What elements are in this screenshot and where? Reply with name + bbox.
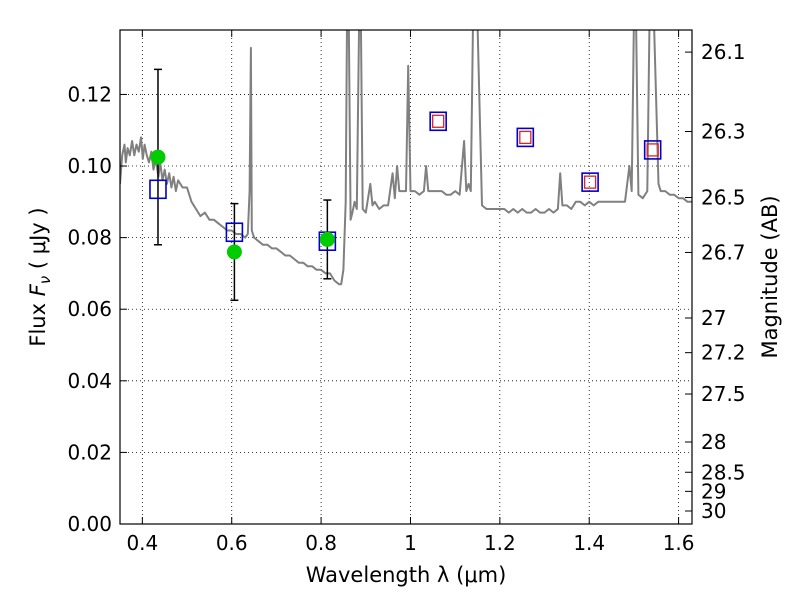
y2-tick-label: 27.2: [701, 341, 746, 365]
x-tick-label: 1.6: [663, 531, 695, 555]
y2-tick-label: 26.1: [701, 40, 746, 64]
y-tick-label: 0.12: [67, 82, 112, 106]
y2-tick-label: 26.3: [701, 119, 746, 143]
x-tick-label: 0.4: [126, 531, 158, 555]
model-photometry-square: [149, 179, 167, 200]
x-tick-label: 0.8: [305, 531, 337, 555]
y-axis-label-symbol: F: [26, 283, 50, 296]
model-photometry-square: [643, 140, 662, 160]
plot-area: [120, 30, 692, 302]
y-axis-label-unit: ( μJy ): [26, 207, 50, 275]
y2-tick-label: 26.7: [701, 240, 746, 264]
plot-background: [120, 30, 692, 524]
y-tick-label: 0.08: [67, 226, 112, 250]
model-photometry-square: [516, 127, 535, 148]
y-axis-label-subscript: ν: [36, 276, 54, 284]
y-tick-label: 0.00: [67, 512, 112, 536]
y2-tick-label: 29: [701, 479, 726, 503]
plot-frame: [119, 29, 693, 525]
x-tick-label: 1: [404, 531, 417, 555]
x-axis-label: Wavelength λ (μm): [306, 563, 507, 587]
model-photometry-inner-square: [583, 175, 597, 189]
y2-tick-label: 30: [701, 499, 726, 523]
y-tick-label: 0.10: [67, 154, 112, 178]
y2-axis-label: Magnitude (AB): [758, 195, 782, 358]
observed-point: [226, 244, 242, 260]
x-tick-label: 0.6: [216, 531, 248, 555]
y2-tick-label: 28: [701, 430, 726, 454]
tick-marks: [120, 30, 692, 525]
y-tick-labels: 0.00 0.02 0.04 0.06 0.08 0.10 0.12: [67, 82, 112, 536]
y-tick-label: 0.06: [67, 297, 112, 321]
x-tick-label: 1.4: [573, 531, 605, 555]
y-axis-label: Flux Fν ( μJy ): [26, 207, 54, 346]
y2-tick-label: 27: [701, 306, 726, 330]
observed-point: [150, 149, 166, 165]
y-tick-label: 0.04: [67, 369, 112, 393]
y2-tick-label: 26.5: [701, 186, 746, 210]
observed-point: [319, 231, 335, 247]
y-tick-label: 0.02: [67, 440, 112, 464]
y2-tick-label: 27.5: [701, 382, 746, 406]
model-photometry-inner-square: [646, 143, 659, 157]
model-photometry-square: [225, 222, 244, 243]
spectrum-line: [120, 30, 692, 286]
y-axis-label-pre: Flux: [26, 296, 50, 346]
model-photometry-inner-square: [432, 114, 445, 128]
model-photometry-square: [581, 172, 599, 192]
x-tick-label: 1.2: [484, 531, 516, 555]
x-tick-labels: 0.4 0.6 0.8 1 1.2 1.4 1.6: [126, 531, 694, 555]
model-photometry-square: [429, 111, 447, 132]
y2-tick-label: 28.5: [701, 460, 746, 484]
model-photometry-inner-square: [519, 130, 532, 145]
